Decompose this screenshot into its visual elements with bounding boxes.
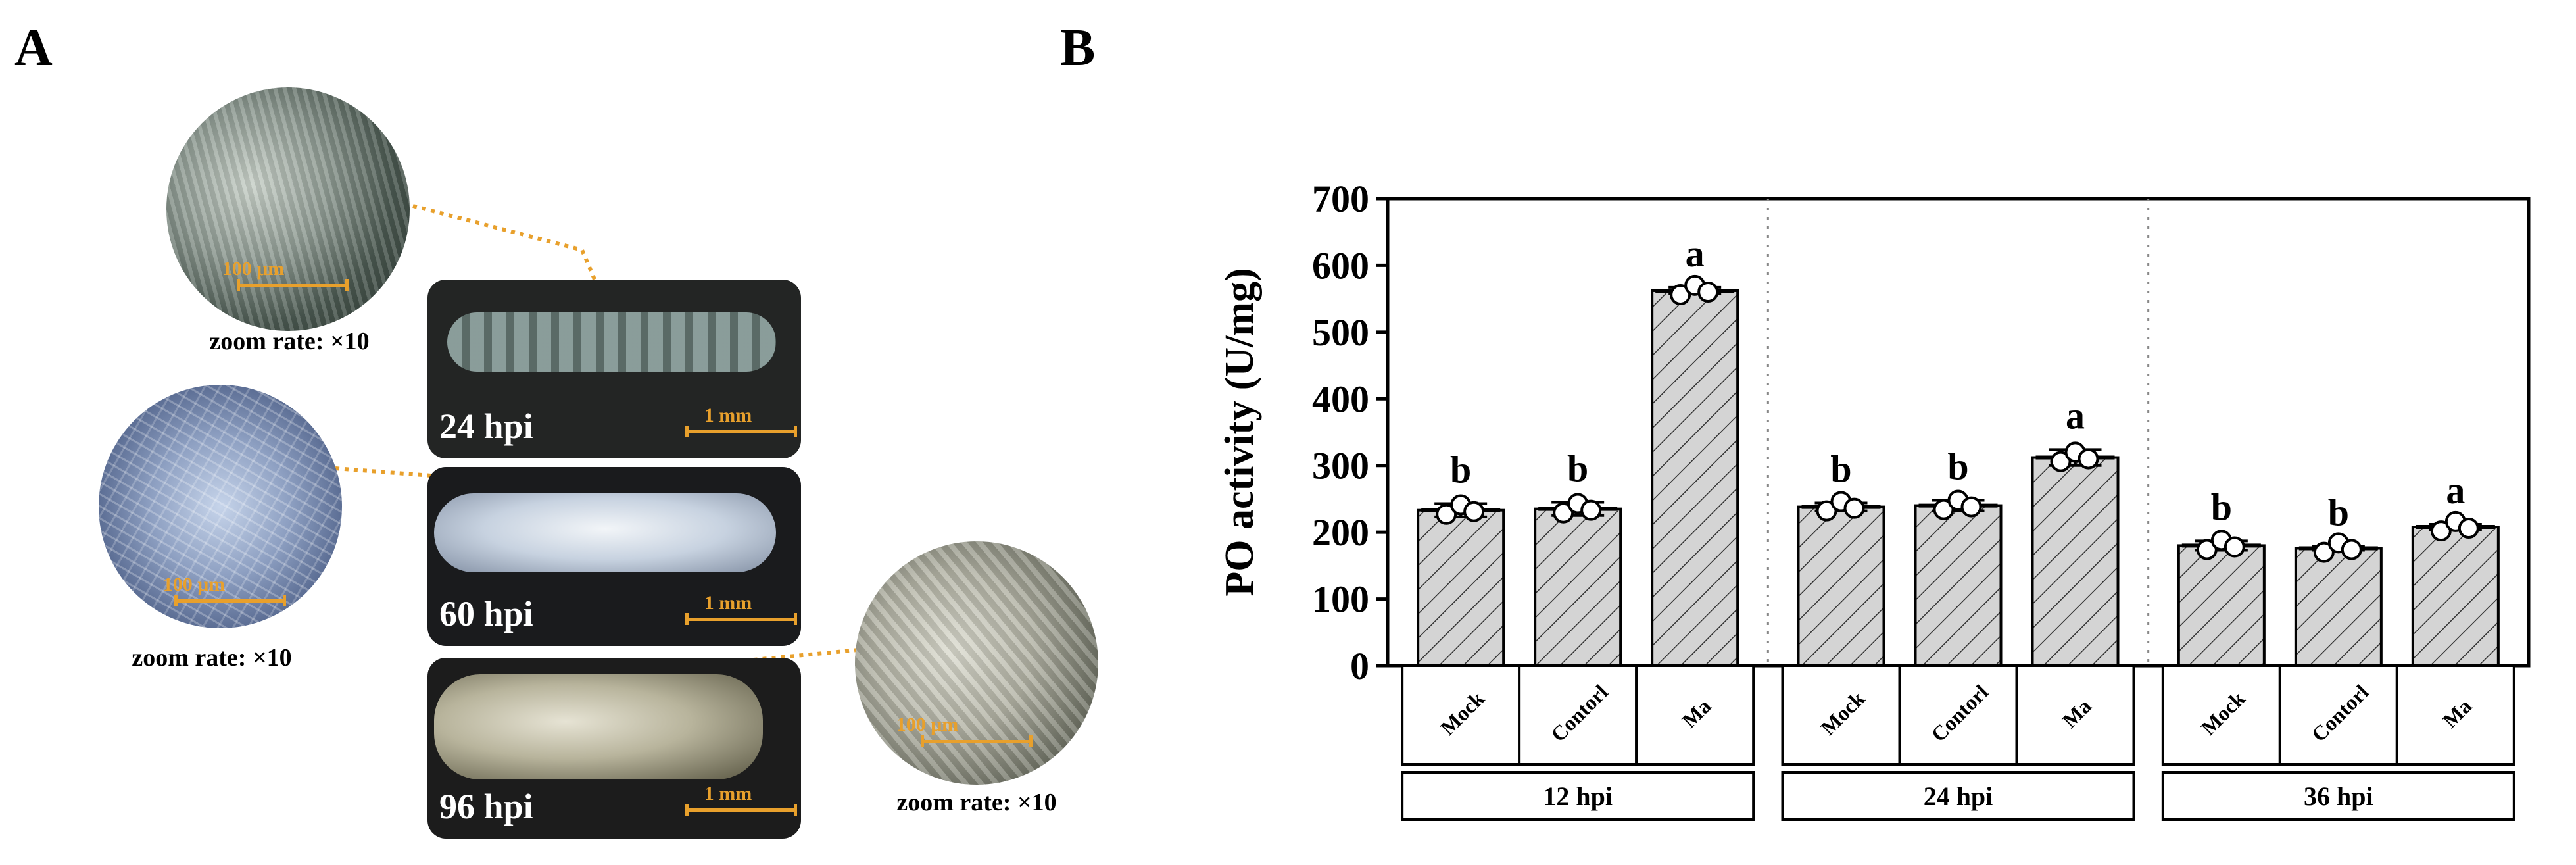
panel-letter-b: B: [1060, 19, 1096, 77]
data-point: [1697, 282, 1719, 303]
zoom-scale-bar-3: [921, 735, 1033, 747]
data-point: [1816, 500, 1837, 522]
zoom-circle-96hpi: [855, 541, 1098, 785]
category-cell: [1635, 664, 1755, 766]
y-tick-label: 400: [1312, 378, 1369, 420]
y-tick-label: 0: [1350, 645, 1369, 687]
data-point: [1436, 503, 1457, 525]
zoom-caption-2: zoom rate: ×10: [132, 644, 292, 672]
data-point: [1580, 499, 1602, 521]
significance-letter: b: [1830, 448, 1851, 491]
y-tick-label: 300: [1312, 445, 1369, 487]
zoom-scale-bar-2: [174, 595, 286, 606]
data-point: [2430, 520, 2452, 542]
y-tick-label: 100: [1312, 578, 1369, 621]
photo-label-60hpi: 60 hpi: [439, 594, 533, 633]
y-tick-label: 200: [1312, 511, 1369, 554]
category-cell: [1518, 664, 1638, 766]
significance-letter: b: [1947, 445, 1968, 487]
zoom-scale-bar-1: [237, 279, 349, 291]
bar: [2411, 526, 2500, 667]
zoom-scale-label-1: 100 μm: [222, 258, 285, 280]
category-cell: [2278, 664, 2398, 766]
significance-letter: b: [2328, 491, 2349, 533]
zoom-circle-24hpi: [166, 87, 410, 331]
data-point: [1670, 284, 1691, 306]
photo-60hpi: 60 hpi 1 mm: [427, 467, 801, 646]
significance-letter: b: [1450, 449, 1471, 491]
significance-letter: a: [2446, 469, 2465, 512]
data-point: [1553, 502, 1574, 524]
group-label-box: [2161, 771, 2515, 821]
category-cell: [2015, 664, 2135, 766]
bar: [1417, 508, 1505, 668]
group-label: 36 hpi: [2304, 781, 2373, 811]
data-point: [2078, 448, 2099, 470]
category-cell: [2395, 664, 2515, 766]
zoom-circle-60hpi: [99, 385, 342, 628]
category-cell: [2161, 664, 2281, 766]
category-cell: [1898, 664, 2018, 766]
panel-letter-a: A: [14, 19, 53, 77]
bar: [1534, 507, 1622, 668]
bar: [1797, 505, 1885, 667]
bar: [2294, 547, 2383, 667]
data-point: [2050, 451, 2072, 472]
data-point: [1463, 501, 1485, 522]
category-cell: [1781, 664, 1901, 766]
significance-letter: a: [2066, 394, 2085, 437]
significance-letter: a: [1686, 232, 1705, 275]
data-point: [1843, 497, 1865, 519]
zoom-caption-1: zoom rate: ×10: [209, 328, 370, 355]
bar: [2177, 544, 2266, 668]
photo-scale-bar-96hpi: [685, 804, 797, 816]
zoom-scale-label-2: 100 μm: [162, 574, 226, 595]
y-tick-label: 600: [1312, 244, 1369, 287]
significance-letter: b: [2211, 485, 2232, 528]
photo-scale-bar-24hpi: [685, 426, 797, 437]
photo-24hpi: 24 hpi 1 mm: [427, 280, 801, 458]
group-label-box: [1401, 771, 1755, 821]
group-label-box: [1781, 771, 2135, 821]
data-point: [1960, 496, 1982, 518]
bar: [1651, 289, 1739, 667]
group-label: 24 hpi: [1924, 781, 1993, 811]
bar: [1914, 504, 2003, 667]
zoom-caption-3: zoom rate: ×10: [896, 789, 1057, 816]
data-point: [2341, 539, 2362, 560]
photo-label-96hpi: 96 hpi: [439, 787, 533, 826]
y-tick-label: 500: [1312, 311, 1369, 354]
data-point: [2196, 539, 2218, 560]
significance-letter: b: [1567, 447, 1588, 490]
data-point: [1933, 499, 1955, 520]
zoom-scale-label-3: 100 μm: [896, 714, 959, 735]
data-point: [2224, 536, 2245, 558]
group-label: 12 hpi: [1543, 781, 1613, 811]
photo-scale-label-24hpi: 1 mm: [704, 405, 752, 426]
bar: [2031, 456, 2120, 667]
y-axis-label: PO activity (U/mg): [1217, 268, 1262, 596]
photo-scale-label-60hpi: 1 mm: [704, 592, 752, 614]
photo-label-24hpi: 24 hpi: [439, 407, 533, 446]
y-tick-label: 700: [1312, 178, 1369, 220]
data-point: [2313, 541, 2335, 563]
data-point: [2458, 518, 2479, 539]
photo-scale-bar-60hpi: [685, 613, 797, 625]
photo-96hpi: 96 hpi 1 mm: [427, 658, 801, 839]
photo-scale-label-96hpi: 1 mm: [704, 783, 752, 804]
